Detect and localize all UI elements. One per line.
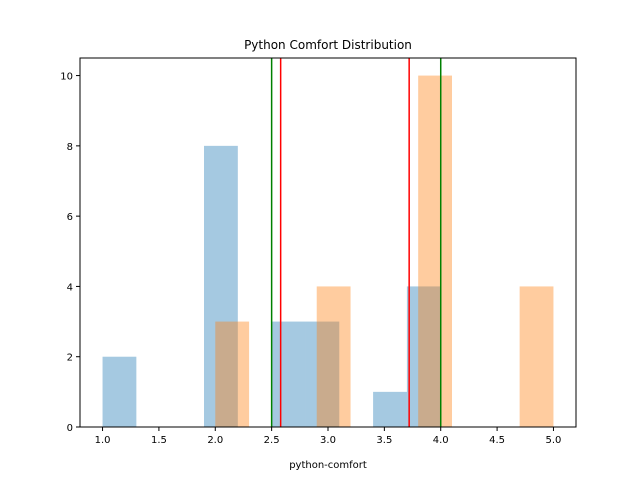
histogram-bar <box>418 75 452 428</box>
histogram-bar <box>305 321 340 427</box>
chart-title: Python Comfort Distribution <box>244 38 412 52</box>
histogram-bar <box>316 286 351 427</box>
y-tick-label: 4 <box>67 282 73 293</box>
reference-lines-layer <box>270 58 442 427</box>
histogram-bar <box>373 391 407 427</box>
x-axis-ticks: 1.0 1.5 2.0 2.5 3.0 3.5 4.0 4.5 5.0 <box>95 427 562 446</box>
y-tick-label: 0 <box>67 423 73 434</box>
histogram-bar <box>215 321 250 427</box>
y-tick-label: 8 <box>67 142 73 153</box>
histogram-bar <box>271 321 306 427</box>
histogram-bar <box>406 286 441 427</box>
y-tick-label: 10 <box>60 72 73 83</box>
y-tick-label: 2 <box>67 353 73 364</box>
x-axis-label: python-comfort <box>289 460 367 471</box>
y-axis-ticks: 0 2 4 6 8 10 <box>60 72 80 434</box>
x-tick-label: 1.0 <box>95 435 111 446</box>
histogram-bar <box>519 286 554 427</box>
y-tick-label: 6 <box>67 212 73 223</box>
histogram-bar <box>102 356 137 427</box>
x-tick-label: 1.5 <box>151 435 167 446</box>
bars-layer <box>102 75 554 428</box>
x-tick-label: 3.5 <box>376 435 392 446</box>
x-tick-label: 2.0 <box>207 435 223 446</box>
x-tick-label: 3.0 <box>320 435 336 446</box>
histogram-bar <box>204 145 238 427</box>
x-tick-label: 4.0 <box>433 435 449 446</box>
x-tick-label: 4.5 <box>489 435 505 446</box>
x-tick-label: 2.5 <box>264 435 280 446</box>
x-tick-label: 5.0 <box>546 435 562 446</box>
